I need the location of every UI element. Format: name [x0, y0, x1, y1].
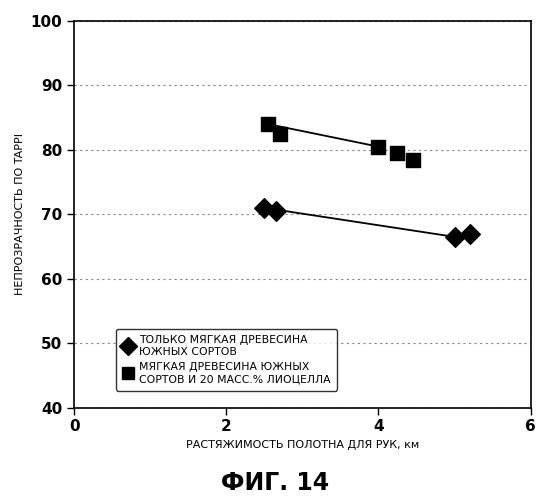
Point: [260, 204, 269, 212]
Y-axis label: НЕПРОЗРАЧНОСТЬ ПО TAPPI: НЕПРОЗРАЧНОСТЬ ПО TAPPI: [15, 134, 25, 296]
Point: [466, 230, 474, 237]
Point: [264, 120, 273, 128]
Point: [408, 156, 417, 164]
Point: [393, 149, 402, 157]
X-axis label: РАСТЯЖИМОСТЬ ПОЛОТНА ДЛЯ РУК, км: РАСТЯЖИМОСТЬ ПОЛОТНА ДЛЯ РУК, км: [186, 440, 419, 450]
Legend: ТОЛЬКО МЯГКАЯ ДРЕВЕСИНА
ЮЖНЫХ СОРТОВ, МЯГКАЯ ДРЕВЕСИНА ЮЖНЫХ
СОРТОВ И 20 МАСС.% : ТОЛЬКО МЯГКАЯ ДРЕВЕСИНА ЮЖНЫХ СОРТОВ, МЯ…: [116, 329, 337, 390]
Point: [275, 130, 284, 138]
Point: [450, 233, 459, 241]
Point: [374, 142, 383, 150]
Text: ФИГ. 14: ФИГ. 14: [222, 471, 329, 495]
Point: [271, 207, 280, 215]
